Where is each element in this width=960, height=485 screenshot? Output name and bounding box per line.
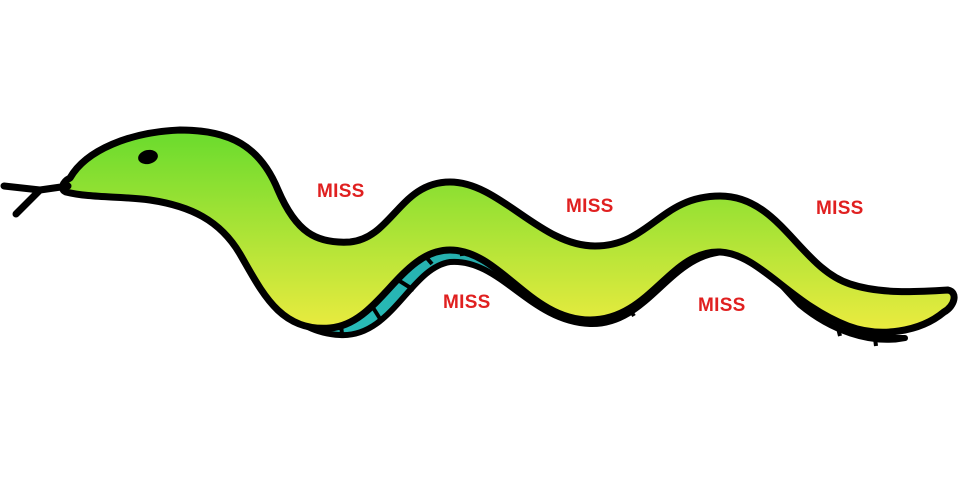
miss-label: MISS [698, 295, 746, 316]
miss-label: MISS [566, 196, 614, 217]
miss-label: MISS [443, 292, 491, 313]
snake-tongue [0, 182, 72, 218]
snake-eye [138, 149, 158, 165]
snake-body [59, 126, 958, 336]
miss-label: MISS [816, 198, 864, 219]
miss-label: MISS [317, 181, 365, 202]
